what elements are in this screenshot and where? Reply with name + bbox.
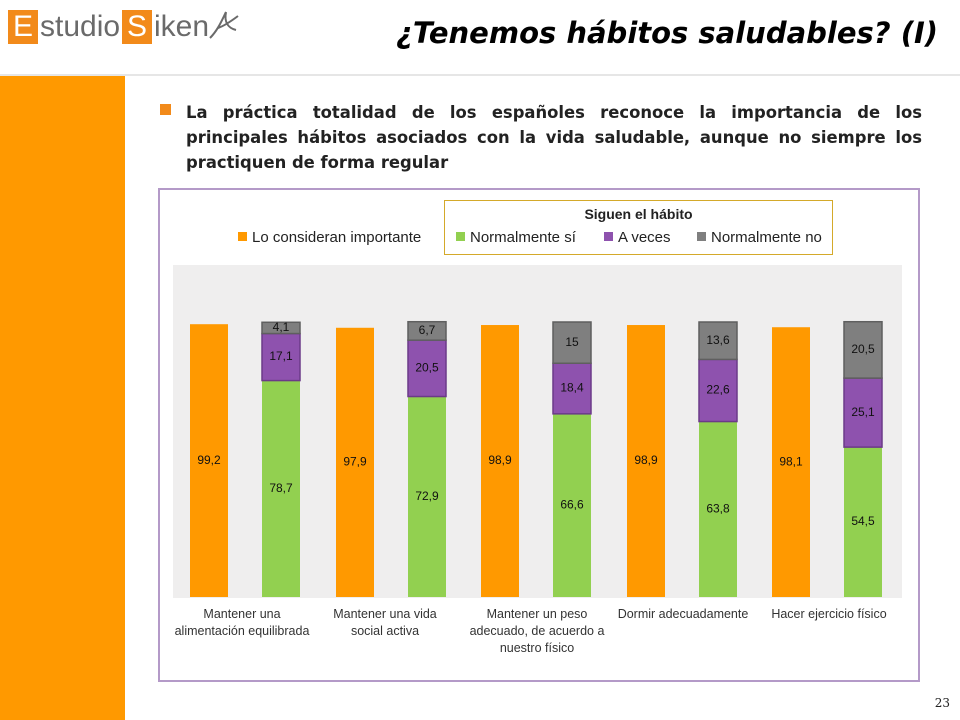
data-label-normally-yes-sleep: 63,8 — [706, 501, 730, 515]
bullet-square-icon — [160, 104, 171, 115]
title-divider — [0, 74, 960, 76]
bullet-text: La práctica totalidad de los españoles r… — [186, 103, 922, 172]
legend-swatch-orange — [238, 232, 247, 241]
category-label-social: Mantener una vida social activa — [333, 607, 437, 638]
data-label-normally-no-exercise: 20,5 — [851, 342, 875, 356]
category-label-exercise: Hacer ejercicio físico — [771, 607, 887, 621]
bar-important-weight — [481, 325, 519, 597]
legend-label-sometimes: A veces — [618, 229, 671, 246]
bar-normally-yes-diet — [262, 380, 300, 597]
bar-sometimes-diet — [261, 332, 301, 382]
logo-text-siken: iken — [154, 10, 210, 43]
legend-habit-group-box — [444, 200, 833, 255]
orange-sidebar — [0, 75, 125, 720]
bar-normally-yes-sleep — [699, 421, 737, 597]
bar-sometimes-weight — [552, 362, 592, 415]
legend-item-normally-no: Normalmente no — [697, 229, 822, 246]
bar-normally-no-social — [407, 320, 447, 341]
data-label-normally-no-weight: 15 — [565, 335, 579, 349]
data-label-sometimes-diet: 17,1 — [269, 349, 293, 363]
data-label-normally-no-sleep: 13,6 — [706, 333, 730, 347]
data-label-sometimes-exercise: 25,1 — [851, 405, 875, 419]
data-label-normally-yes-social: 72,9 — [415, 489, 439, 503]
data-label-important-social: 97,9 — [343, 455, 367, 469]
legend-swatch-gray — [697, 232, 706, 241]
logo-letter-s: S — [122, 10, 152, 44]
data-label-sometimes-weight: 18,4 — [560, 381, 584, 395]
data-label-normally-yes-exercise: 54,5 — [851, 514, 875, 528]
bar-normally-no-sleep — [698, 321, 738, 361]
bar-normally-yes-weight — [553, 413, 591, 597]
page-title: ¿Tenemos hábitos saludables? (I) — [396, 16, 938, 50]
bar-important-sleep — [627, 325, 665, 597]
bar-normally-yes-social — [408, 396, 446, 597]
data-label-normally-yes-weight: 66,6 — [560, 498, 584, 512]
data-label-normally-no-diet: 4,1 — [273, 320, 290, 334]
bar-important-social — [336, 327, 374, 597]
category-label-weight: Mantener un peso adecuado, de acuerdo a … — [469, 607, 605, 655]
bar-normally-no-diet — [261, 321, 301, 335]
data-label-important-diet: 99,2 — [197, 453, 221, 467]
logo-text-estudio: studio — [40, 10, 121, 43]
data-label-sometimes-social: 20,5 — [415, 361, 439, 375]
legend-label-normally-yes: Normalmente sí — [470, 229, 576, 246]
legend-item-important: Lo consideran importante — [238, 229, 421, 246]
category-label-sleep: Dormir adecuadamente — [617, 607, 749, 621]
legend-item-normally-yes: Normalmente sí — [456, 229, 576, 246]
legend-label-normally-no: Normalmente no — [711, 229, 822, 246]
bar-important-exercise — [772, 327, 810, 597]
data-label-important-exercise: 98,1 — [779, 454, 803, 468]
data-label-sometimes-sleep: 22,6 — [706, 383, 730, 397]
bar-normally-no-exercise — [843, 320, 883, 379]
page-number: 23 — [934, 696, 950, 710]
bar-normally-no-weight — [552, 321, 592, 364]
bar-normally-yes-exercise — [844, 447, 882, 597]
estudio-siken-logo: E studio S iken — [8, 8, 248, 48]
legend-swatch-green — [456, 232, 465, 241]
legend-item-sometimes: A veces — [604, 229, 671, 246]
data-label-normally-no-social: 6,7 — [419, 323, 436, 337]
bar-sometimes-social — [407, 339, 447, 398]
category-label-diet: Mantener una alimentación equilibrada — [174, 607, 310, 638]
bar-important-diet — [190, 324, 228, 597]
logo-letter-e: E — [8, 10, 38, 44]
logo-swoosh-icon — [209, 11, 239, 39]
legend-label-important: Lo consideran importante — [252, 229, 422, 246]
legend-habit-group-title: Siguen el hábito — [584, 206, 693, 222]
data-label-important-sleep: 98,9 — [634, 453, 658, 467]
bar-sometimes-sleep — [698, 358, 738, 423]
bar-sometimes-exercise — [843, 377, 883, 448]
legend-swatch-purple — [604, 232, 613, 241]
data-label-normally-yes-diet: 78,7 — [269, 481, 293, 495]
data-label-important-weight: 98,9 — [488, 453, 512, 467]
